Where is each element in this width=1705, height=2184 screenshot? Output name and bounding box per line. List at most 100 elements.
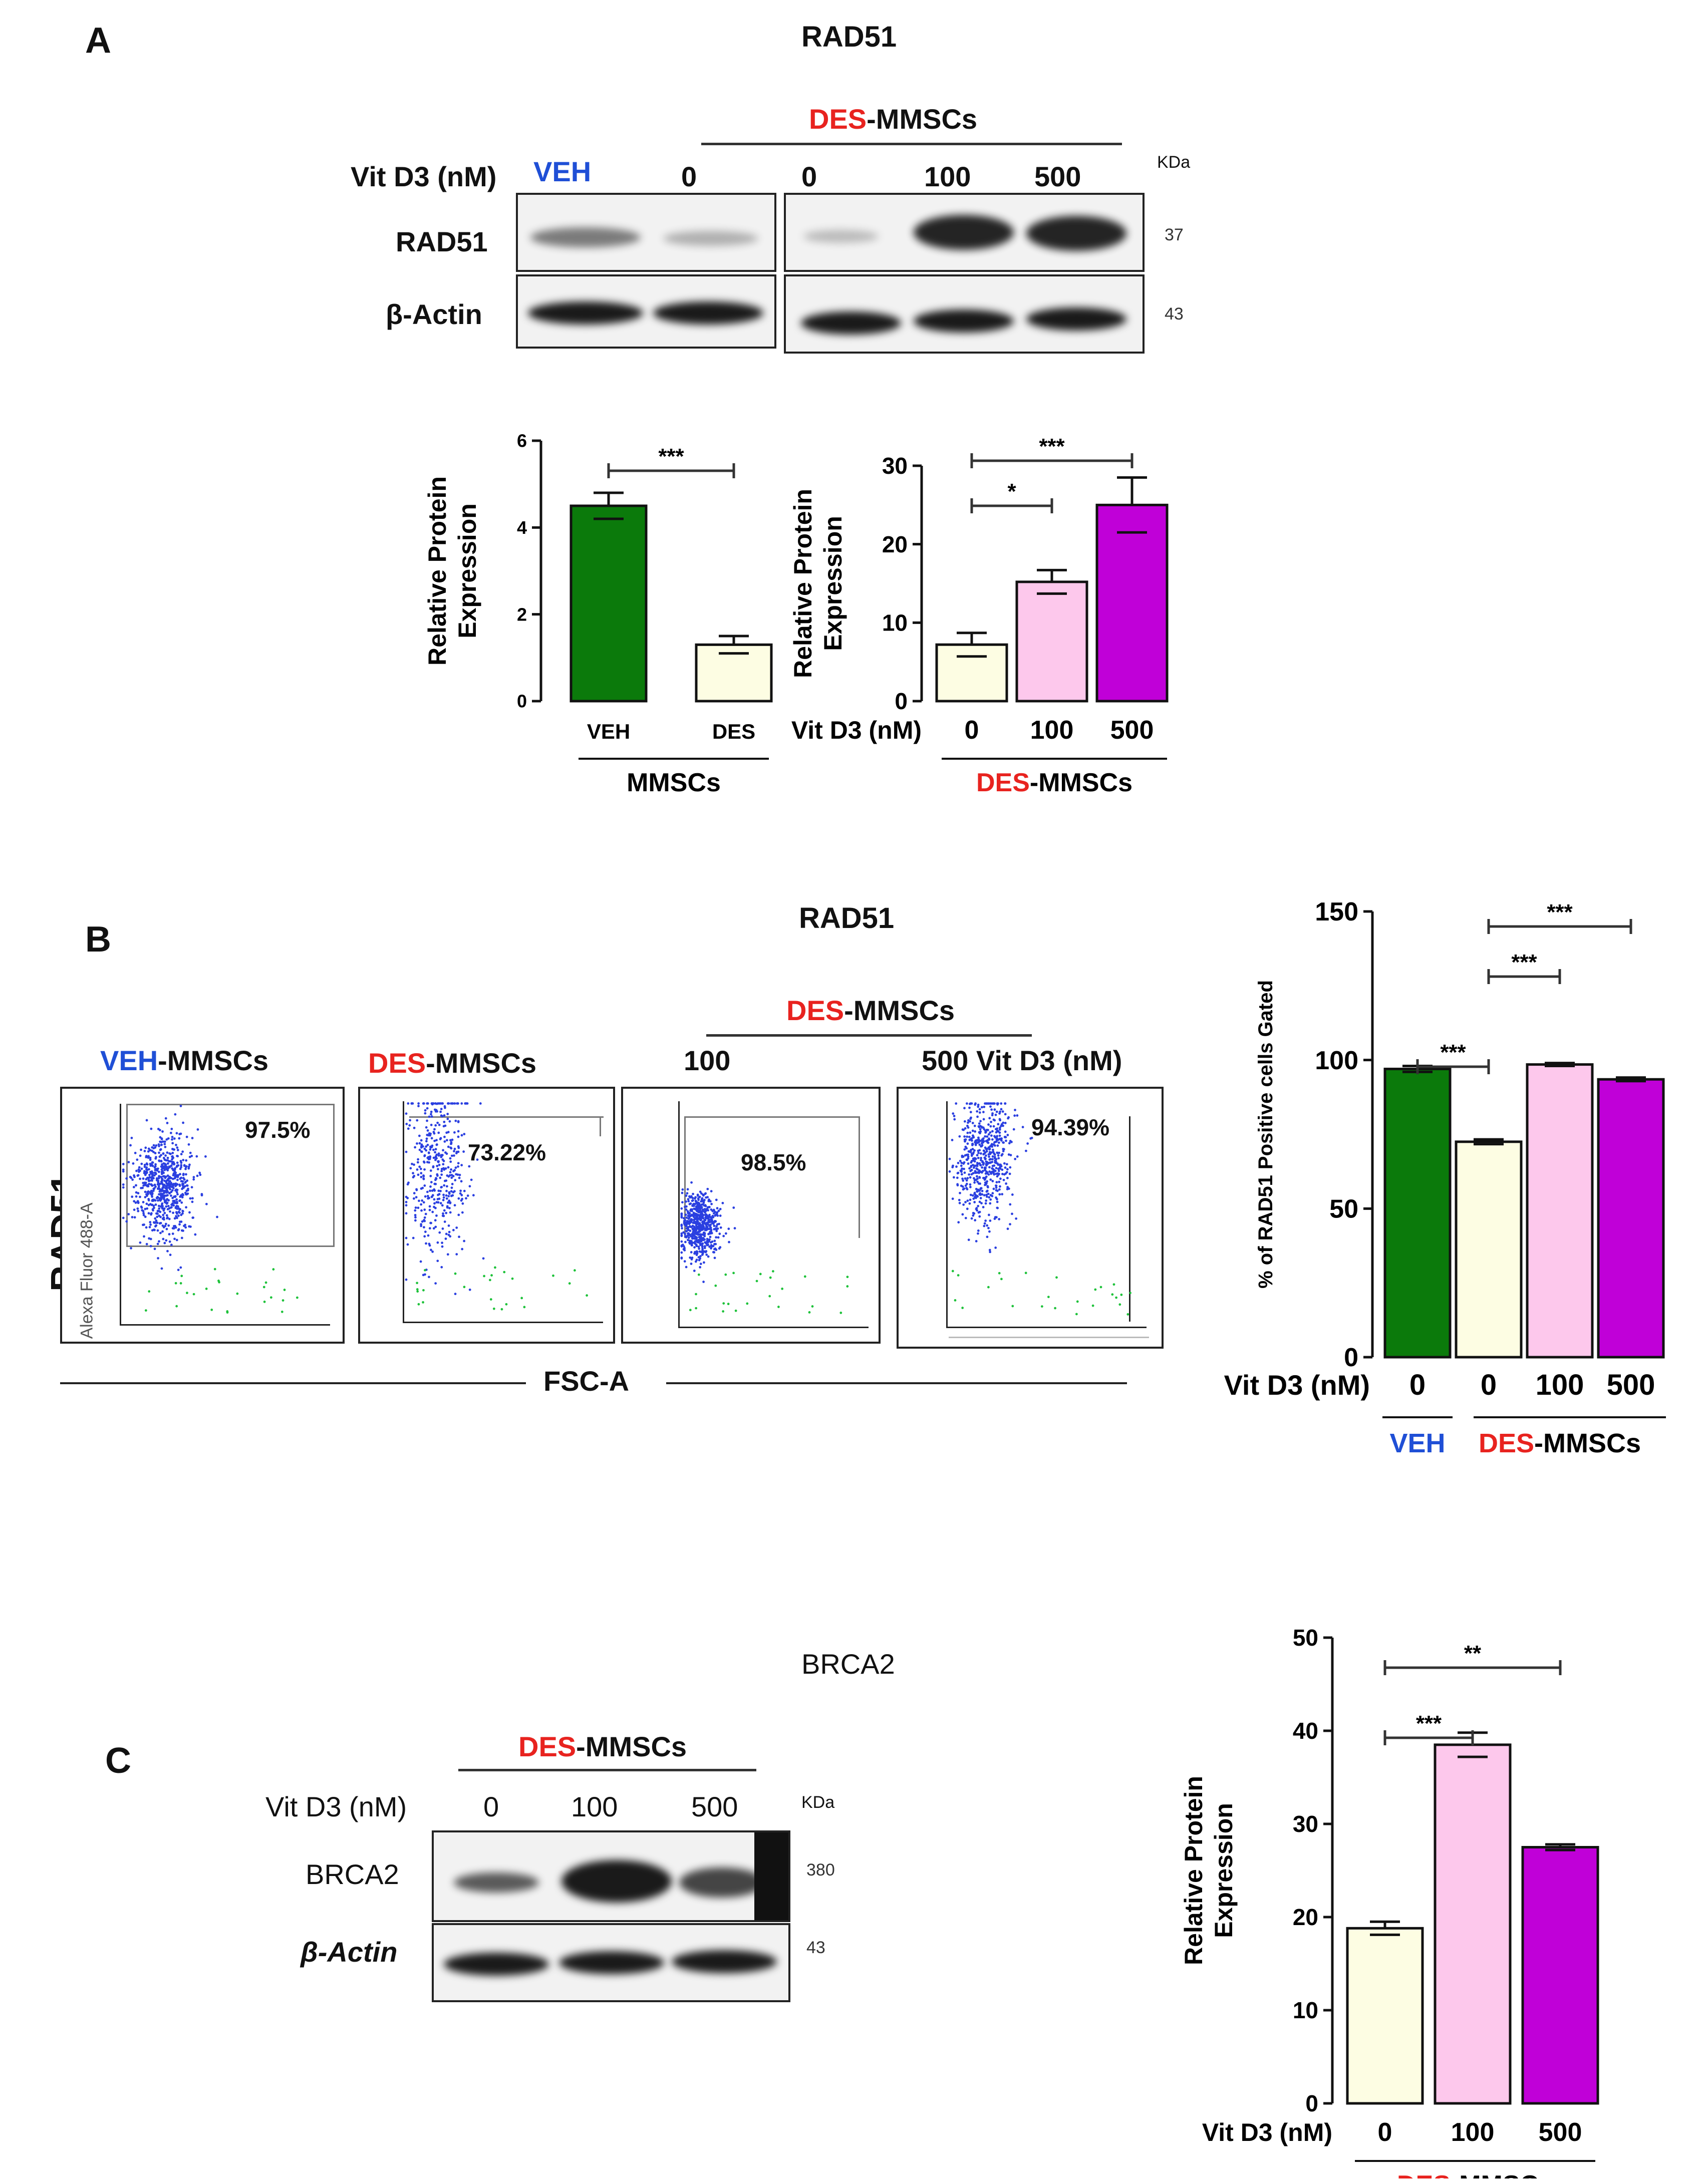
dot: [417, 1102, 420, 1105]
dot: [443, 1209, 446, 1212]
dot: [695, 1259, 698, 1262]
dot: [692, 1211, 695, 1214]
dot: [449, 1171, 452, 1174]
dot: [682, 1217, 685, 1219]
dot: [970, 1165, 973, 1168]
dot: [414, 1209, 417, 1212]
dot: [452, 1228, 455, 1231]
dot: [457, 1130, 460, 1133]
dot: [680, 1207, 683, 1210]
dot: [178, 1137, 181, 1140]
dot: [443, 1140, 446, 1143]
dot: [978, 1215, 981, 1218]
dot: [449, 1211, 452, 1214]
dot: [462, 1150, 465, 1153]
category-label: 500: [1110, 716, 1154, 745]
panel-c-header-line: [458, 1769, 756, 1771]
dot: [1099, 1286, 1102, 1289]
dot: [169, 1188, 172, 1191]
dot: [711, 1222, 714, 1224]
dot: [990, 1108, 993, 1111]
dot: [122, 1163, 125, 1165]
dot: [460, 1164, 463, 1166]
dot: [445, 1197, 448, 1200]
y-tick-label: 10: [1293, 1997, 1318, 2023]
scatter-dots: [680, 1181, 849, 1314]
dot: [999, 1110, 1001, 1113]
dot: [977, 1156, 980, 1159]
dot: [696, 1210, 699, 1213]
dot: [1011, 1193, 1014, 1196]
dot: [449, 1201, 452, 1204]
dot: [125, 1177, 128, 1180]
dot: [196, 1128, 199, 1131]
dot: [152, 1150, 155, 1153]
dot: [159, 1140, 162, 1143]
dot: [968, 1167, 971, 1170]
dot: [699, 1190, 702, 1193]
dot: [150, 1183, 153, 1186]
dot: [272, 1268, 275, 1271]
dot: [953, 1118, 956, 1121]
dot: [406, 1243, 409, 1246]
dot: [159, 1148, 162, 1151]
dot: [989, 1198, 992, 1201]
dot: [979, 1152, 982, 1155]
dot: [1004, 1122, 1007, 1124]
dot: [147, 1212, 150, 1215]
dot: [429, 1189, 431, 1192]
dot: [409, 1119, 411, 1122]
dot: [1004, 1130, 1007, 1133]
dot: [978, 1189, 981, 1192]
dot: [122, 1216, 125, 1219]
dot: [296, 1296, 299, 1299]
dot: [978, 1193, 981, 1196]
dot: [164, 1154, 167, 1157]
dot: [163, 1140, 166, 1143]
dot: [727, 1227, 730, 1230]
dot: [156, 1221, 159, 1224]
dot: [446, 1117, 449, 1120]
dot: [447, 1201, 449, 1204]
dot: [148, 1237, 151, 1240]
dot: [188, 1155, 191, 1158]
dot: [980, 1159, 982, 1161]
dot: [175, 1198, 178, 1201]
dot: [184, 1167, 187, 1170]
dot: [133, 1175, 136, 1178]
dot: [428, 1132, 431, 1135]
dot: [989, 1178, 992, 1181]
dot: [449, 1139, 452, 1142]
dot: [415, 1196, 418, 1199]
dot: [690, 1240, 693, 1243]
dot: [964, 1177, 967, 1180]
dot: [465, 1197, 467, 1200]
dot: [184, 1223, 187, 1226]
dot: [714, 1213, 717, 1216]
dot: [989, 1251, 992, 1254]
dot: [492, 1307, 495, 1310]
dot: [420, 1139, 423, 1142]
scatter-dots: [405, 1102, 589, 1311]
dot: [441, 1204, 444, 1207]
dot: [405, 1150, 408, 1153]
dot: [700, 1192, 703, 1195]
dot: [992, 1187, 995, 1190]
dot: [447, 1145, 450, 1148]
dot: [157, 1170, 160, 1173]
dot: [988, 1230, 991, 1233]
dot: [180, 1164, 183, 1166]
blot-a-actin-left: [516, 274, 776, 349]
dot: [987, 1129, 989, 1131]
dot: [436, 1164, 439, 1167]
dot: [1001, 1172, 1004, 1175]
dot: [147, 1190, 150, 1193]
band: [653, 301, 763, 325]
dot: [441, 1245, 444, 1248]
dot: [680, 1234, 683, 1237]
dot: [998, 1180, 1001, 1183]
dot: [127, 1213, 130, 1215]
dot: [437, 1189, 440, 1192]
dot: [503, 1271, 506, 1274]
dot: [174, 1282, 177, 1285]
